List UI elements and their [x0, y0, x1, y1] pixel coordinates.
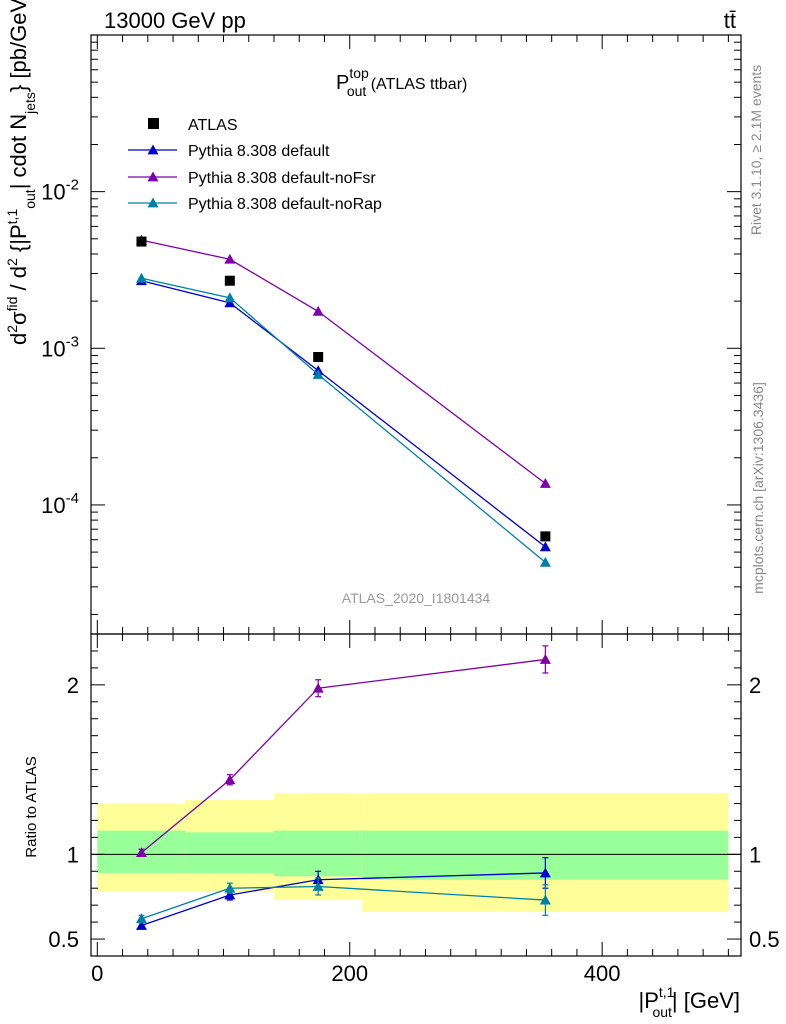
rivet-side-label: Rivet 3.1.10, ≥ 2.1M events [748, 65, 764, 235]
ratio-y-tick-label: 1 [67, 842, 79, 867]
legend-marker-atlas [148, 118, 159, 129]
ratio-y-tick-label-right: 0.5 [749, 927, 780, 952]
series-point-0 [539, 541, 551, 552]
ratio-point-2 [539, 894, 551, 905]
y-tick-label: 10-4 [41, 490, 79, 518]
ratio-line-1 [141, 658, 546, 854]
main-y-axis-label: d2σfid / d2 {|Pt,1out| cdot Njets} [pb/G… [4, 0, 38, 345]
analysis-watermark: ATLAS_2020_I1801434 [342, 590, 491, 606]
ratio-point-1 [312, 682, 324, 693]
ratio-point-1 [135, 847, 147, 858]
mcplots-side-label: mcplots.cern.ch [arXiv:1306.3436] [750, 382, 766, 594]
ratio-point-1 [224, 774, 236, 785]
ratio-y-tick-label-right: 2 [749, 673, 761, 698]
series-point-1 [312, 305, 324, 316]
legend-label-1: Pythia 8.308 default-noFsr [188, 170, 376, 187]
ratio-panel-frame [90, 633, 742, 957]
legend-label-2: Pythia 8.308 default-noRap [188, 196, 382, 213]
legend-marker-0 [147, 144, 159, 155]
x-tick-label: 200 [331, 961, 368, 986]
main-y-axis-label-text: d2σfid / d2 {|Pt,1out| cdot Njets} [pb/G… [4, 0, 38, 345]
series-point-0 [224, 297, 236, 308]
legend-label-atlas: ATLAS [188, 117, 238, 134]
series-line-2 [141, 277, 546, 563]
ratio-point-0 [224, 889, 236, 900]
ratio-y-tick-label: 0.5 [48, 927, 79, 952]
plot-title: Ptop out (ATLAS ttbar) [336, 65, 467, 99]
atlas-data-point [313, 351, 324, 362]
legend-marker-2 [147, 197, 159, 208]
ratio-y-tick-label-right: 1 [749, 842, 761, 867]
series-point-2 [539, 556, 551, 567]
uncertainty-band-green [274, 830, 363, 877]
ratio-line-2 [141, 885, 546, 920]
x-axis-label: |Pt,1 out| [GeV] [638, 984, 740, 1020]
legend-label-0: Pythia 8.308 default [188, 143, 330, 160]
series-line-1 [141, 239, 546, 485]
ratio-point-1 [539, 653, 551, 664]
ratio-y-tick-label: 2 [67, 673, 79, 698]
series-point-1 [224, 253, 236, 264]
uncertainty-band-green [185, 832, 275, 873]
legend-marker-1 [147, 171, 159, 182]
ratio-point-2 [312, 881, 324, 891]
series-point-2 [135, 272, 147, 283]
series-point-2 [312, 369, 324, 379]
atlas-data-point [136, 236, 147, 247]
header-left: 13000 GeV pp [104, 8, 246, 33]
x-tick-label: 0 [91, 961, 103, 986]
x-tick-label: 400 [584, 961, 621, 986]
header-right: tt̄ [724, 8, 736, 33]
y-tick-label: 10-2 [41, 177, 79, 205]
ratio-point-0 [539, 867, 551, 878]
ratio-point-2 [224, 882, 236, 893]
series-point-1 [539, 478, 551, 488]
ratio-point-0 [135, 919, 147, 930]
atlas-data-point [540, 531, 551, 542]
atlas-data-point [224, 275, 235, 286]
ratio-y-axis-label: Ratio to ATLAS [23, 756, 40, 857]
ratio-point-2 [135, 913, 147, 924]
series-line-0 [141, 280, 546, 548]
series-point-2 [224, 292, 236, 303]
y-tick-label: 10-3 [41, 333, 79, 361]
